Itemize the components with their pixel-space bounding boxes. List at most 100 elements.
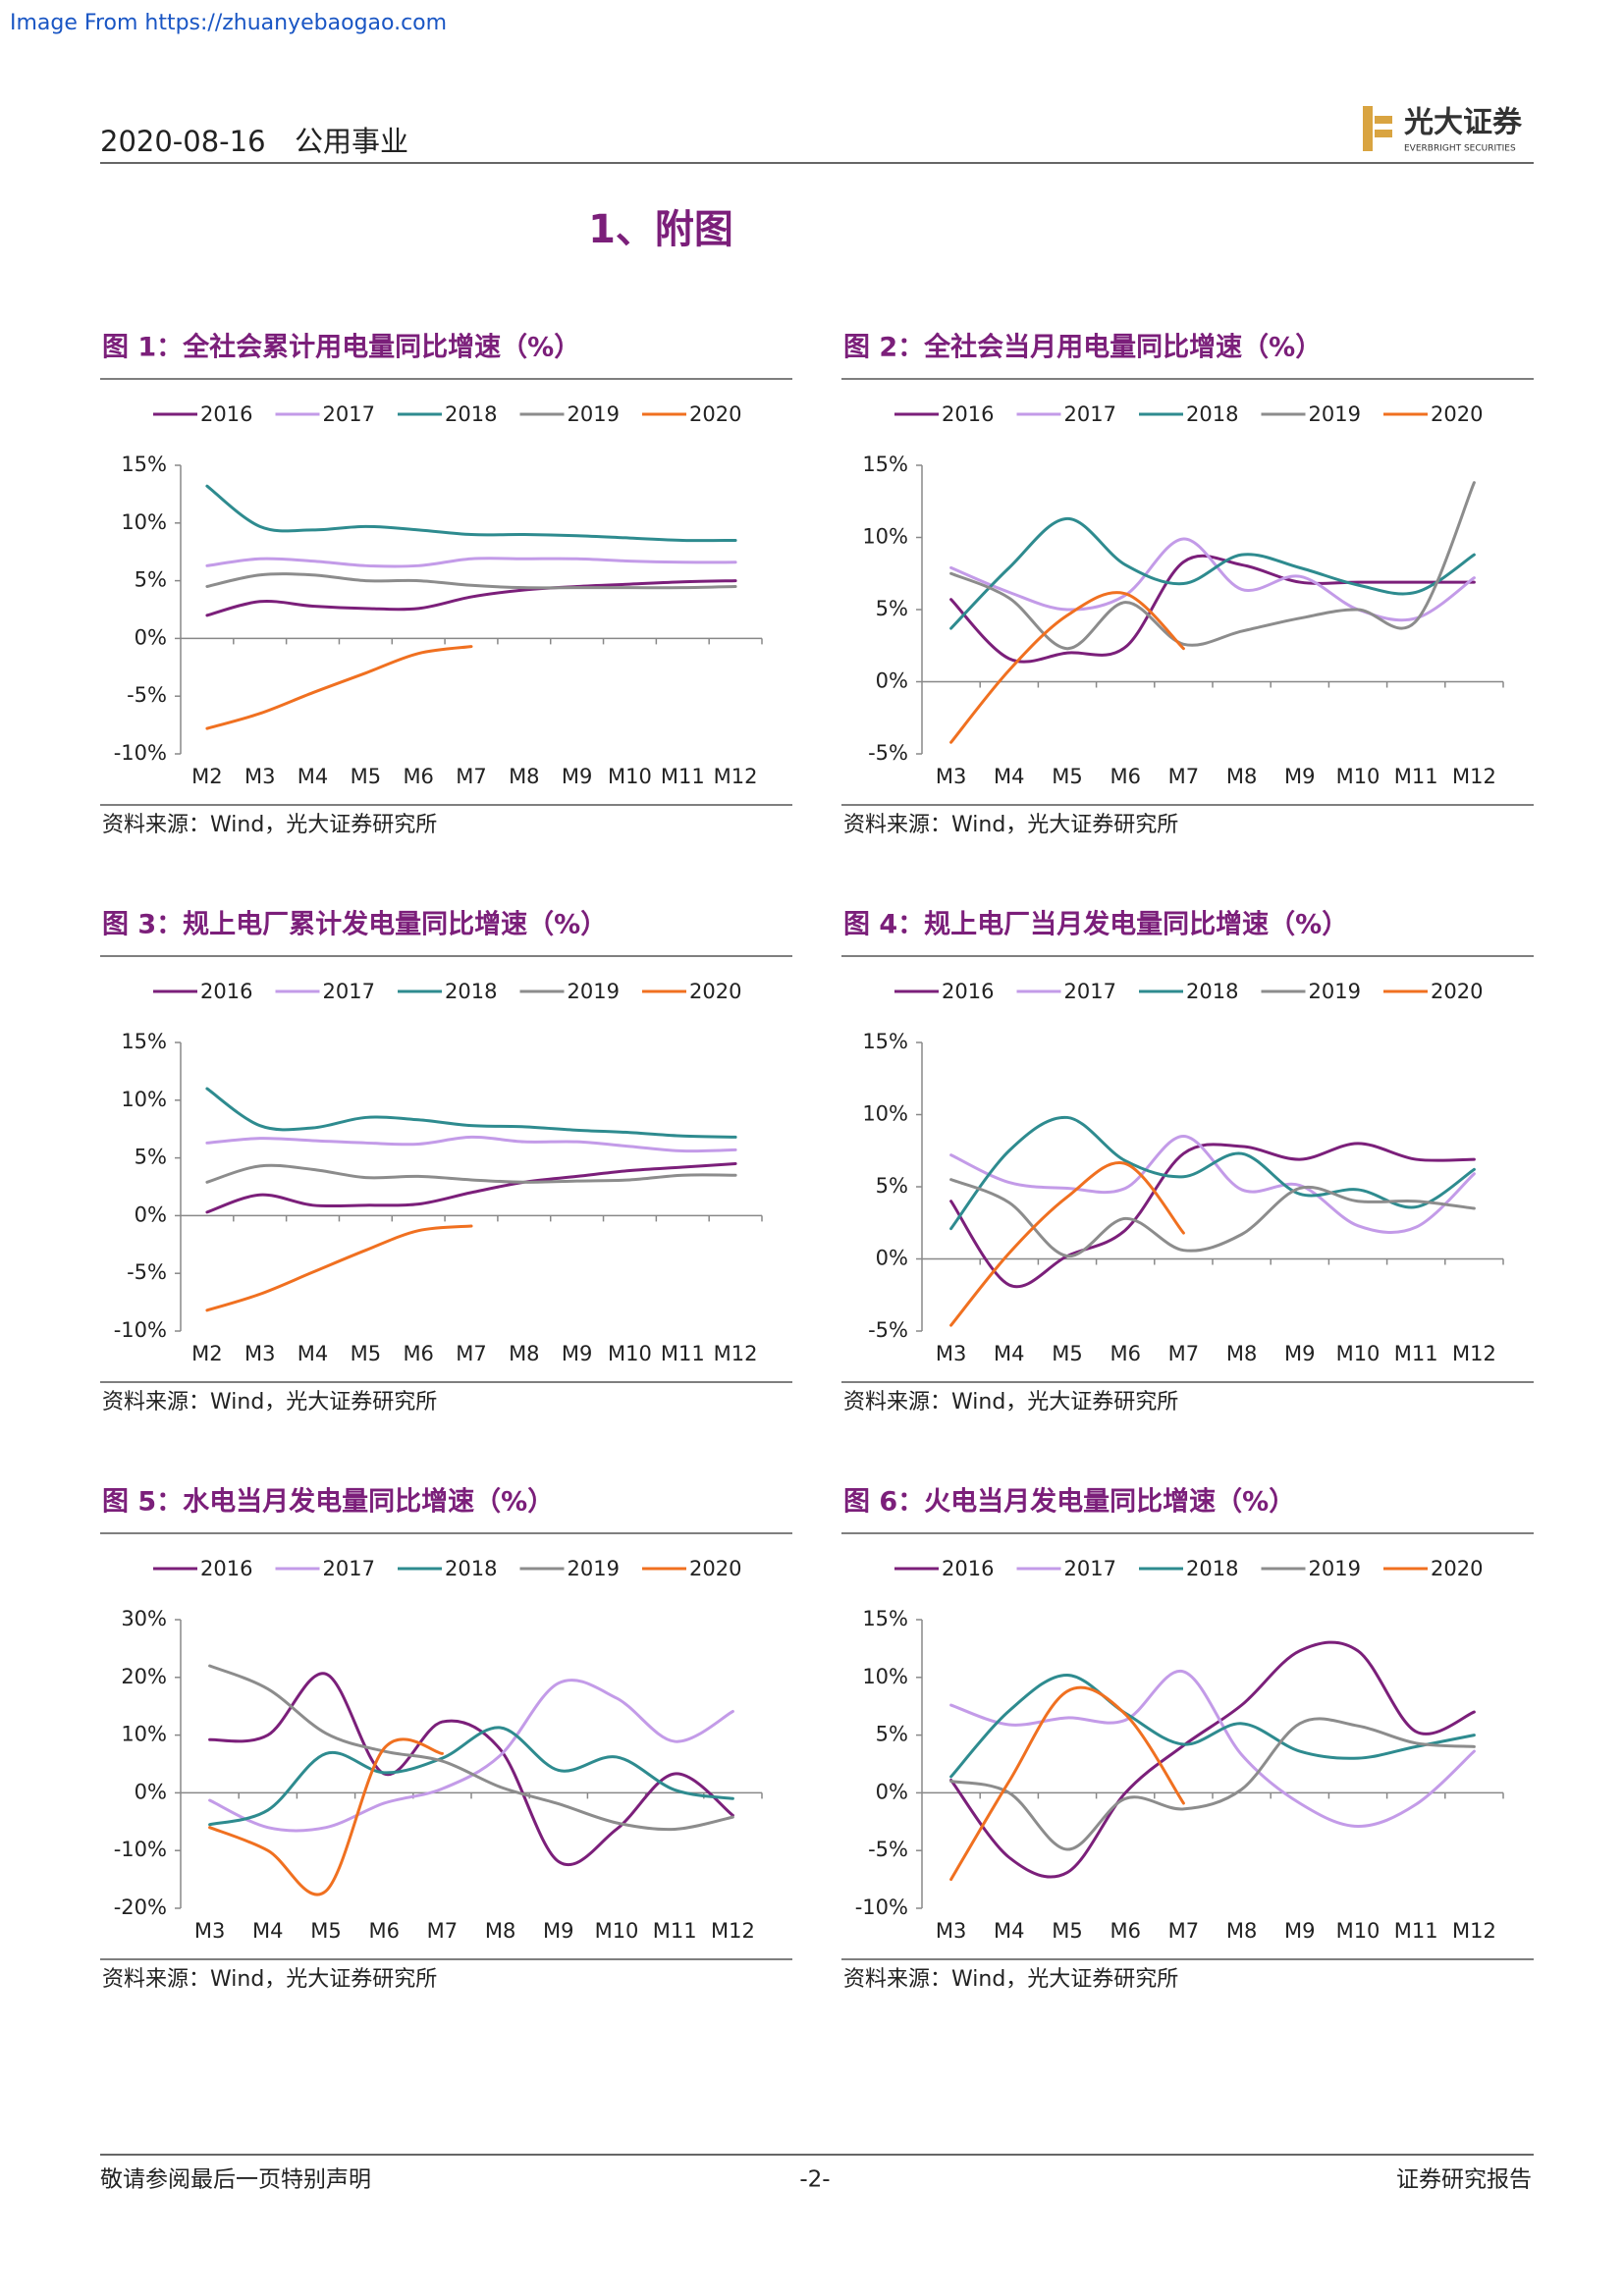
series-line [949,1135,1476,1234]
series-line [205,557,737,568]
x-tick-label: M7 [456,1342,486,1365]
logo-bar [1363,106,1373,151]
legend-label: 2018 [445,402,497,426]
series-line [949,1673,1476,1779]
logo-bar [1375,116,1392,124]
y-tick-label: 10% [862,1102,908,1126]
figure-title: 图 6：火电当月发电量同比增速（%） [843,1486,1295,1518]
legend-label: 2018 [445,980,497,1003]
legend-label: 2018 [1186,1557,1238,1580]
y-tick-label: 0% [135,1202,167,1226]
series-line [205,645,473,730]
x-tick-label: M12 [714,765,758,788]
x-tick-label: M6 [403,1342,433,1365]
footer-disclaimer: 敬请参阅最后一页特别声明 [100,2167,371,2193]
figure-source: 资料来源：Wind，光大证券研究所 [843,1390,1178,1415]
logo-name: 光大证券 [1404,106,1523,140]
figure: 图 4：规上电厂当月发电量同比增速（%） -5% 0% 5% 10% 15% M3 M4 M5 M… [841,909,1534,1415]
legend-label: 2018 [1186,980,1238,1003]
series-line [208,1737,444,1896]
y-tick-label: -10% [114,1318,167,1342]
x-tick-label: M10 [1336,765,1380,788]
y-tick-label: 15% [862,1607,908,1630]
series-line [205,1161,737,1214]
logo-bar [1375,130,1392,137]
x-tick-label: M7 [1168,1919,1199,1943]
legend-label: 2019 [568,1557,620,1580]
x-tick-label: M5 [351,1342,381,1365]
series-line [205,1163,737,1184]
x-tick-label: M3 [244,765,275,788]
x-tick-label: M12 [711,1919,755,1943]
series-line [205,1135,737,1153]
page-number: -2- [799,2167,830,2193]
legend-label: 2016 [200,402,252,426]
y-tick-label: 10% [862,525,908,549]
x-tick-label: M9 [562,1342,592,1365]
x-tick-label: M3 [936,1342,966,1365]
y-tick-label: 0% [135,625,167,649]
figure-title: 图 2：全社会当月用电量同比增速（%） [843,332,1322,363]
x-tick-label: M11 [1394,765,1438,788]
series-line [205,1087,737,1139]
y-tick-label: 15% [121,453,167,476]
legend-label: 2016 [942,980,994,1003]
figure-title: 图 4：规上电厂当月发电量同比增速（%） [843,909,1348,940]
y-tick-label: 15% [862,453,908,476]
x-tick-label: M11 [653,1919,697,1943]
y-tick-label: 15% [121,1030,167,1053]
x-tick-label: M5 [1052,1342,1082,1365]
x-tick-label: M7 [427,1919,458,1943]
figure-source: 资料来源：Wind，光大证券研究所 [102,1967,437,1992]
legend-label: 2019 [1309,402,1361,426]
figure-source: 资料来源：Wind，光大证券研究所 [102,813,437,837]
x-tick-label: M9 [1284,765,1315,788]
x-tick-label: M12 [1452,1342,1496,1365]
x-tick-label: M11 [661,1342,705,1365]
series-line [205,579,737,617]
y-tick-label: 5% [135,568,167,592]
x-tick-label: M8 [509,765,539,788]
footer-label: 证券研究报告 [1396,2167,1532,2193]
series-line [949,1640,1476,1879]
x-tick-label: M5 [310,1919,341,1943]
y-tick-label: 20% [121,1665,167,1688]
legend-label: 2016 [942,1557,994,1580]
series-line [208,1679,734,1833]
y-tick-label: 5% [876,1723,908,1746]
x-tick-label: M6 [1110,1919,1140,1943]
series-line [949,1670,1476,1829]
y-tick-label: 0% [876,1780,908,1803]
report-date: 2020-08-16 [100,125,266,158]
y-tick-label: 10% [121,1088,167,1111]
x-tick-label: M10 [608,765,652,788]
y-tick-label: -10% [855,1896,908,1919]
x-tick-label: M7 [1168,1342,1199,1365]
legend-label: 2019 [568,980,620,1003]
x-tick-label: M4 [994,1342,1024,1365]
x-tick-label: M6 [403,765,433,788]
series-line [949,1142,1476,1289]
series-line [205,572,737,590]
x-tick-label: M3 [194,1919,225,1943]
figure-title: 图 3：规上电厂累计发电量同比增速（%） [102,909,607,940]
y-tick-label: -10% [114,741,167,765]
y-tick-label: -5% [868,1838,908,1861]
legend-label: 2020 [1431,1557,1483,1580]
y-tick-label: 10% [862,1665,908,1688]
figure-title: 图 5：水电当月发电量同比增速（%） [102,1486,554,1518]
x-tick-label: M12 [714,1342,758,1365]
legend-label: 2017 [323,980,375,1003]
x-tick-label: M8 [1226,1919,1257,1943]
x-tick-label: M4 [994,1919,1024,1943]
legend-label: 2017 [323,402,375,426]
figure: 图 6：火电当月发电量同比增速（%） -10% -5% 0% 5% 10% 15% M3 M4 M… [841,1486,1534,1992]
x-tick-label: M11 [1394,1919,1438,1943]
x-tick-label: M4 [298,765,328,788]
y-tick-label: 10% [121,510,167,534]
legend-label: 2020 [689,402,741,426]
x-tick-label: M6 [1110,765,1140,788]
x-tick-label: M10 [1336,1919,1380,1943]
y-tick-label: -5% [127,683,167,707]
logo: 光大证券 EVERBRIGHT SECURITIES [1363,106,1523,154]
